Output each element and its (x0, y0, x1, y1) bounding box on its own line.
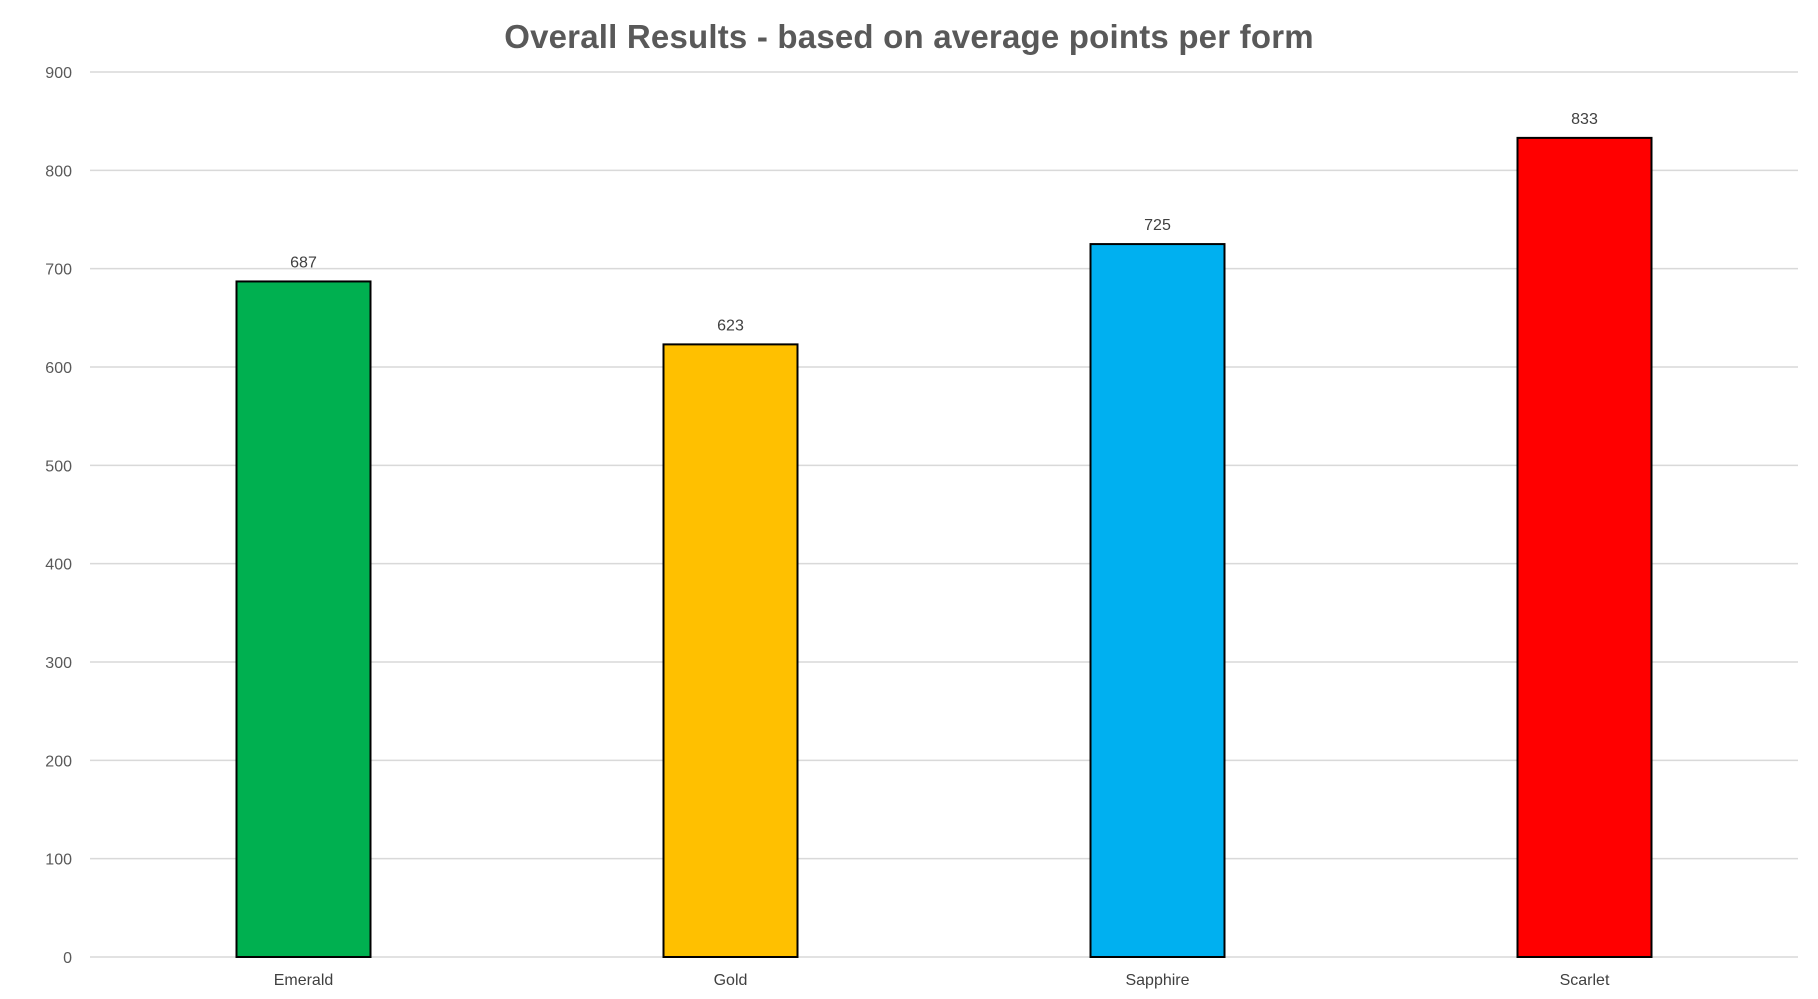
bar-sapphire (1089, 243, 1226, 959)
y-axis-ticks: 0 100 200 300 400 500 600 700 800 900 (45, 65, 72, 967)
bar-gold (662, 343, 799, 958)
y-tick-label: 100 (45, 852, 72, 869)
y-tick-label: 0 (63, 950, 72, 967)
x-category-label-sapphire: Sapphire (1125, 972, 1189, 989)
data-labels: 687 623 725 833 (290, 111, 1598, 335)
y-tick-label: 700 (45, 262, 72, 279)
gridlines (90, 71, 1798, 958)
x-category-label-gold: Gold (714, 972, 748, 989)
bar-emerald (235, 280, 372, 958)
data-label-emerald: 687 (290, 254, 317, 271)
x-axis-categories: Emerald Gold Sapphire Scarlet (274, 972, 1610, 989)
y-tick-label: 300 (45, 655, 72, 672)
y-tick-label: 500 (45, 458, 72, 475)
y-tick-label: 600 (45, 360, 72, 377)
x-category-label-scarlet: Scarlet (1560, 972, 1610, 989)
y-tick-label: 800 (45, 163, 72, 180)
x-category-label-emerald: Emerald (274, 972, 334, 989)
y-tick-label: 200 (45, 753, 72, 770)
bars (235, 136, 1653, 959)
data-label-scarlet: 833 (1571, 111, 1598, 128)
y-tick-label: 900 (45, 65, 72, 82)
data-label-gold: 623 (717, 317, 744, 334)
bar-scarlet (1516, 136, 1653, 958)
data-label-sapphire: 725 (1144, 217, 1171, 234)
chart-title: Overall Results - based on average point… (504, 18, 1314, 55)
y-tick-label: 400 (45, 557, 72, 574)
